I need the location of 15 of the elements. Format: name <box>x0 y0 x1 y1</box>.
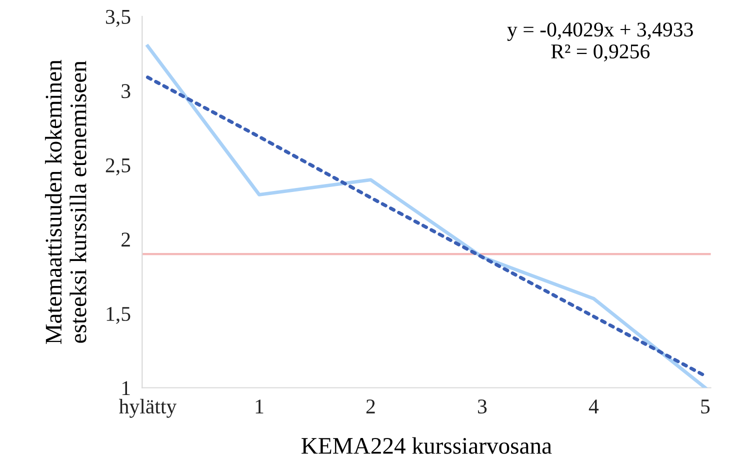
x-tick-label: 1 <box>256 400 264 414</box>
y-axis-title: Matemaattisuuden kokeminen esteeksi kurssilla etenemiseen <box>45 60 86 344</box>
x-tick-label: hylätty <box>119 398 177 418</box>
y-tick-label: 2 <box>122 232 130 246</box>
y-tick-label: 1,5 <box>106 306 130 324</box>
y-tick-label: 3,5 <box>106 10 130 27</box>
x-tick-label: 5 <box>701 400 710 414</box>
x-axis-title: KEMA224 kurssiarvosana <box>302 437 552 454</box>
x-tick-label: 3 <box>478 400 487 414</box>
annotation: y = -0,4029x + 3,4933 R² = 0,9256 <box>507 22 693 62</box>
x-tick-label: 2 <box>366 400 375 414</box>
y-tick-label: 3 <box>122 84 130 98</box>
x-tick-label: 4 <box>588 400 599 414</box>
y-tick-label: 2,5 <box>106 158 130 176</box>
y-tick-label: 1 <box>122 381 130 395</box>
